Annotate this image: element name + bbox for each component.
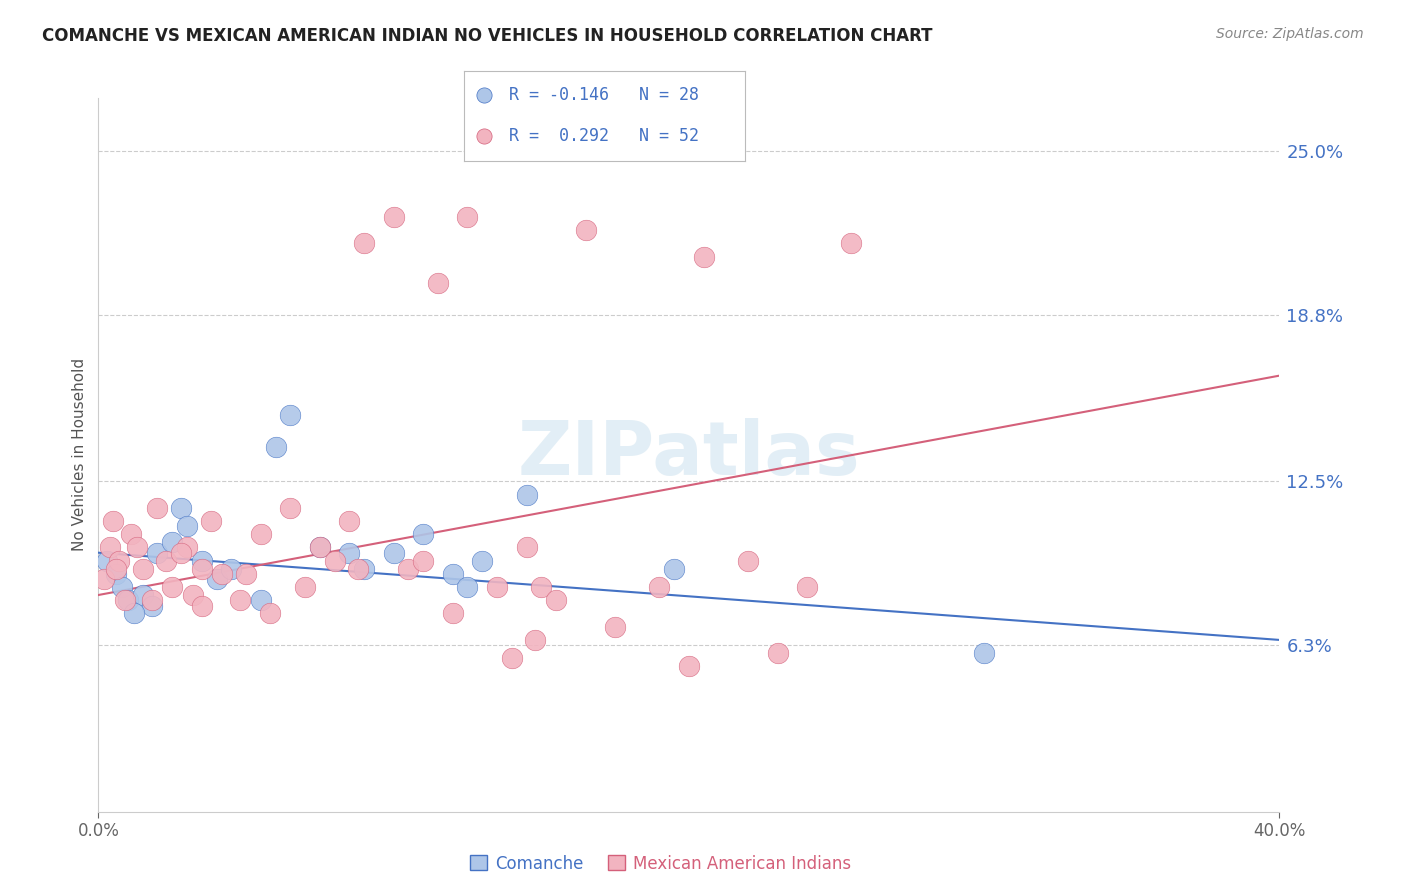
Point [353,236,375,251]
Point [456,580,478,594]
Point [170,546,193,560]
Point [501,651,523,665]
Point [98,541,121,555]
Point [841,236,863,251]
Point [105,566,128,581]
Point [339,546,360,560]
Point [427,276,450,290]
Point [105,561,128,575]
Point [141,599,163,613]
Point [162,580,183,594]
Point [170,500,193,515]
Point [472,88,495,103]
Text: COMANCHE VS MEXICAN AMERICAN INDIAN NO VEHICLES IN HOUSEHOLD CORRELATION CHART: COMANCHE VS MEXICAN AMERICAN INDIAN NO V… [42,27,932,45]
Point [146,500,169,515]
Point [229,593,252,607]
Point [176,519,198,533]
Point [605,620,627,634]
Legend: Comanche, Mexican American Indians: Comanche, Mexican American Indians [464,848,858,880]
Text: ZIPatlas: ZIPatlas [517,418,860,491]
Point [111,580,134,594]
Text: R = -0.146   N = 28: R = -0.146 N = 28 [509,87,699,104]
Point [235,566,257,581]
Point [737,554,759,568]
Point [309,541,332,555]
Point [396,561,419,575]
Point [93,572,115,586]
Point [648,580,671,594]
Point [664,561,686,575]
Y-axis label: No Vehicles in Household: No Vehicles in Household [72,359,87,551]
Point [125,541,148,555]
Point [471,554,494,568]
Point [339,514,360,528]
Point [162,535,183,549]
Point [264,440,287,454]
Point [574,223,596,237]
Point [353,561,375,575]
Point [524,632,547,647]
Point [191,599,214,613]
Point [200,514,222,528]
Point [382,210,405,224]
Point [155,554,177,568]
Point [347,561,370,575]
Point [294,580,316,594]
Point [309,541,332,555]
Point [412,554,434,568]
Point [516,487,538,501]
Point [456,210,478,224]
Point [117,593,139,607]
Point [132,588,155,602]
Point [132,561,155,575]
Point [973,646,995,660]
Point [250,593,273,607]
Point [441,566,464,581]
Point [146,546,169,560]
Point [678,659,700,673]
Point [120,527,142,541]
Text: R =  0.292   N = 52: R = 0.292 N = 52 [509,128,699,145]
Point [278,500,302,515]
Point [108,554,131,568]
Point [221,561,243,575]
Point [96,554,118,568]
Point [141,593,163,607]
Point [516,541,538,555]
Point [530,580,553,594]
Point [693,250,716,264]
Point [796,580,818,594]
Point [259,607,281,621]
Point [412,527,434,541]
Point [191,561,214,575]
Point [211,566,233,581]
Point [122,607,145,621]
Point [441,607,464,621]
Point [191,554,214,568]
Point [323,554,346,568]
Point [766,646,789,660]
Point [176,541,198,555]
Point [181,588,204,602]
Point [382,546,405,560]
Point [278,409,302,423]
Point [486,580,509,594]
Point [250,527,273,541]
Point [472,129,495,144]
Point [114,593,136,607]
Point [205,572,228,586]
Point [546,593,568,607]
Text: Source: ZipAtlas.com: Source: ZipAtlas.com [1216,27,1364,41]
Point [103,514,125,528]
